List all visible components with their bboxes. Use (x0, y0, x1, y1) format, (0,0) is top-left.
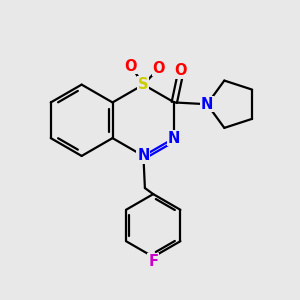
Text: S: S (138, 77, 149, 92)
Text: N: N (137, 148, 150, 164)
Text: O: O (174, 63, 187, 78)
Text: F: F (148, 254, 158, 269)
Text: O: O (153, 61, 165, 76)
Text: O: O (125, 59, 137, 74)
Text: N: N (168, 130, 181, 146)
Text: N: N (201, 97, 213, 112)
